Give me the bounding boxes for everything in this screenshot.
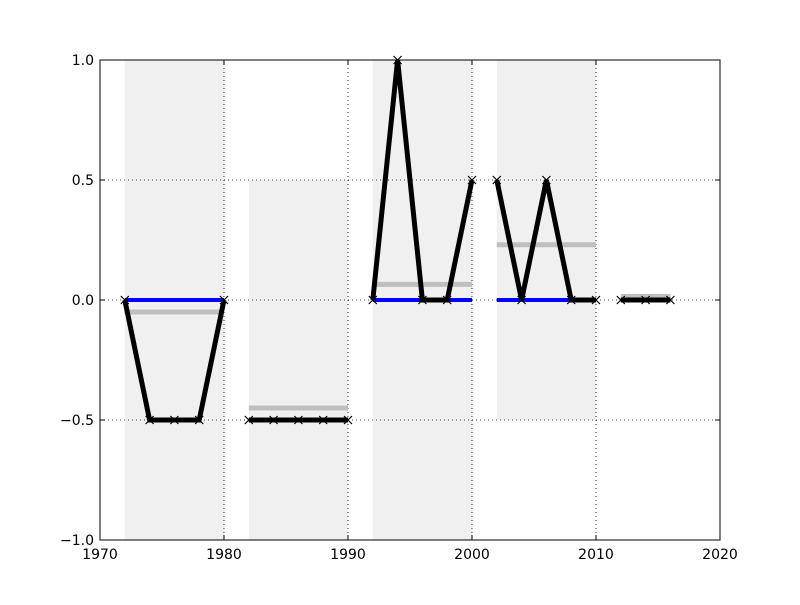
data-point-marker: [169, 415, 179, 425]
y-tick-label: 0.5: [72, 173, 94, 189]
data-point-marker: [244, 415, 254, 425]
x-tick-label: 2010: [578, 547, 614, 563]
x-tick-label: 1970: [82, 547, 118, 563]
tick-labels: 1970 1980 1990 2000 2010 2020 −1.0 −0.5 0.0 0.5 1.…: [60, 53, 738, 563]
data-point-marker: [194, 415, 204, 425]
data-point-marker: [591, 295, 601, 305]
shaded-span-1: [248, 180, 348, 540]
data-point-marker: [417, 295, 427, 305]
data-point-marker: [541, 175, 551, 185]
axis-ticks: [99, 59, 721, 541]
data-point-marker: [293, 415, 303, 425]
mean-lines: [124, 242, 671, 411]
data-point-marker: [368, 295, 378, 305]
data-point-marker: [517, 295, 527, 305]
data-point-marker: [665, 295, 675, 305]
y-tick-label: 0.0: [72, 293, 94, 309]
shaded-span-3: [496, 60, 596, 420]
data-point-marker: [343, 415, 353, 425]
data-point-marker: [641, 295, 651, 305]
data-point-marker: [269, 415, 279, 425]
x-tick-label: 2020: [702, 547, 738, 563]
data-point-marker: [467, 175, 477, 185]
data-point-marker: [318, 415, 328, 425]
x-tick-label: 2000: [454, 547, 490, 563]
data-point-marker: [566, 295, 576, 305]
x-tick-label: 1980: [206, 547, 242, 563]
data-point-marker: [616, 295, 626, 305]
y-tick-label: 1.0: [72, 53, 94, 69]
y-tick-label: −1.0: [60, 533, 94, 549]
data-series: [120, 55, 675, 425]
data-point-marker: [442, 295, 452, 305]
x-tick-label: 1990: [330, 547, 366, 563]
data-point-marker: [219, 295, 229, 305]
data-point-marker: [120, 295, 130, 305]
data-point-marker: [492, 175, 502, 185]
data-point-marker: [145, 415, 155, 425]
y-tick-label: −0.5: [60, 413, 94, 429]
